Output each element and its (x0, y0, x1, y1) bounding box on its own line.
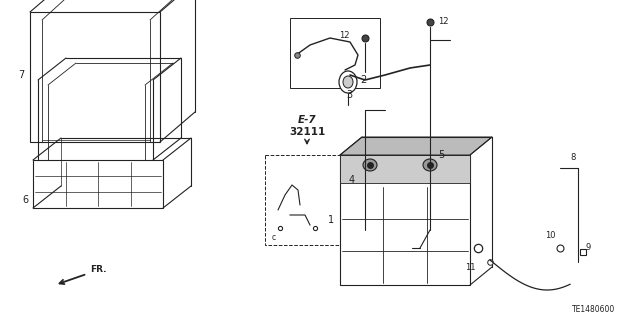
Text: 8: 8 (570, 153, 576, 162)
Text: 5: 5 (438, 150, 444, 160)
Text: 1: 1 (328, 215, 334, 225)
Bar (340, 155, 470, 285)
Ellipse shape (339, 71, 357, 93)
Text: 3: 3 (346, 90, 352, 100)
Text: c: c (272, 233, 276, 241)
Bar (30, 12, 160, 142)
Text: FR.: FR. (60, 265, 106, 284)
Bar (33, 160, 163, 208)
Text: 6: 6 (22, 195, 28, 205)
Text: 2: 2 (360, 75, 366, 85)
Text: 12: 12 (438, 18, 449, 26)
Text: 7: 7 (18, 70, 24, 80)
Text: 11: 11 (465, 263, 476, 272)
Text: 12: 12 (339, 32, 350, 41)
Ellipse shape (343, 76, 353, 88)
Polygon shape (340, 137, 492, 155)
Bar (290, 18, 380, 88)
Bar (340, 155, 470, 183)
Text: 9: 9 (586, 243, 591, 253)
Text: TE1480600: TE1480600 (572, 306, 615, 315)
Text: 4: 4 (349, 175, 355, 185)
Text: E-7: E-7 (298, 115, 316, 125)
Text: 32111: 32111 (289, 127, 325, 137)
Ellipse shape (423, 159, 437, 171)
Bar (265, 155, 365, 245)
Text: 10: 10 (545, 231, 556, 240)
Ellipse shape (363, 159, 377, 171)
